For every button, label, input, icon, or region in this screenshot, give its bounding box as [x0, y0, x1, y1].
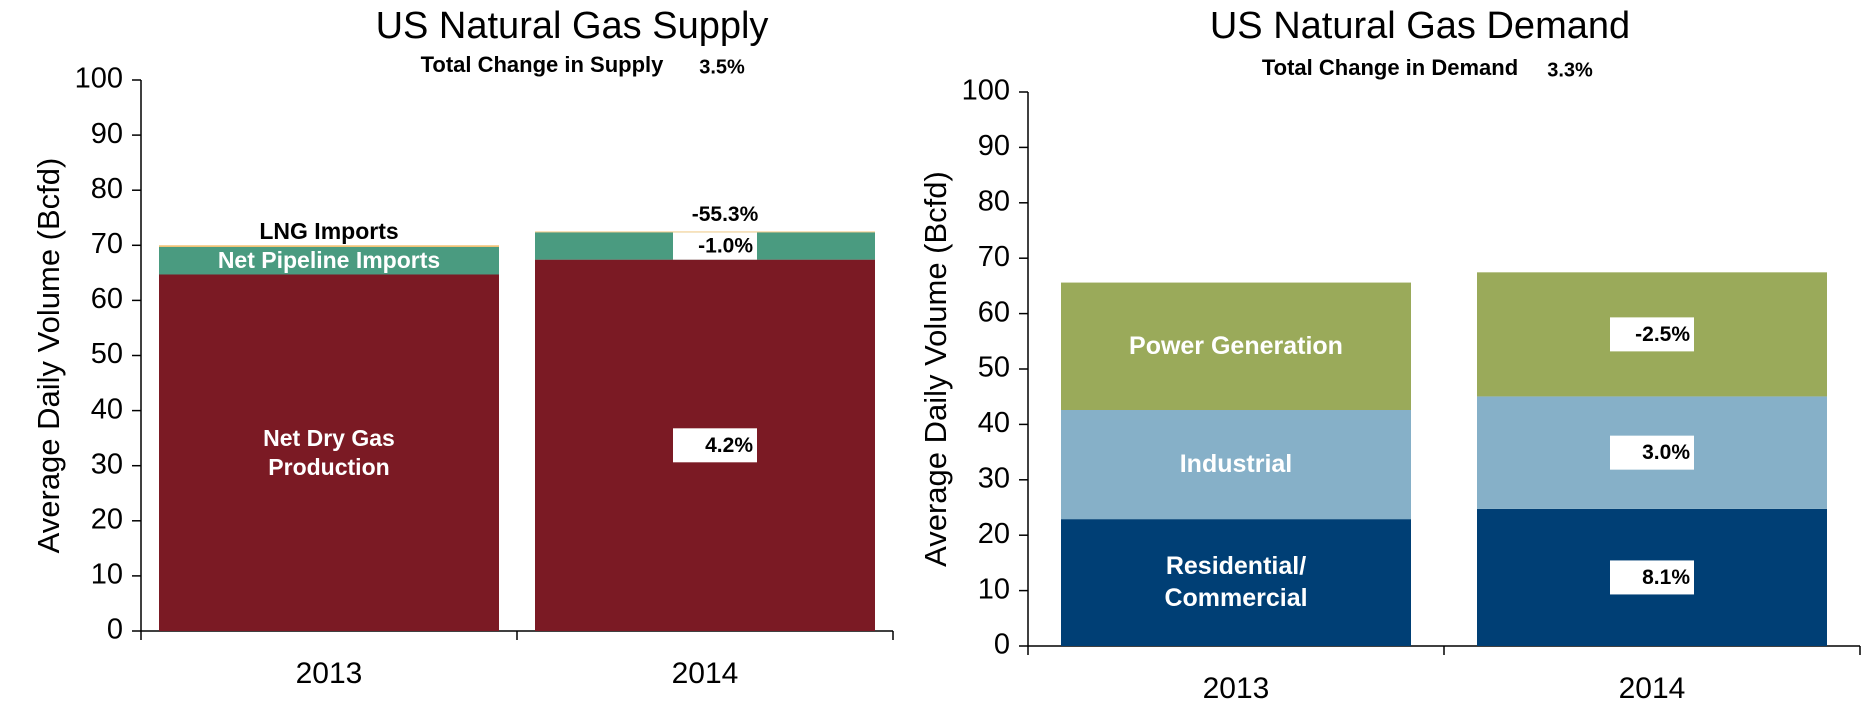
y-tick-label: 80	[91, 173, 123, 205]
bar-segment	[159, 246, 499, 275]
chart-subtitle: Total Change in Demand	[1262, 55, 1518, 80]
change-label-box	[1610, 560, 1694, 595]
total-change: 3.3%	[1547, 59, 1593, 81]
y-tick-label: 70	[978, 241, 1010, 273]
y-axis-label: Average Daily Volume (Bcfd)	[918, 171, 953, 567]
y-tick-label: 60	[91, 283, 123, 315]
y-tick-label: 30	[91, 448, 123, 480]
segment-label-box: Residential/ Commercial	[1164, 552, 1308, 612]
bar-segment	[1061, 282, 1411, 410]
y-tick-label: 50	[91, 338, 123, 370]
y-tick-label: 20	[978, 518, 1010, 550]
y-tick-label: 90	[978, 130, 1010, 162]
y-tick-label: 10	[978, 573, 1010, 605]
y-tick-label: 30	[978, 462, 1010, 494]
change-label-box	[673, 232, 757, 260]
chart-title: US Natural Gas Supply	[376, 5, 769, 47]
y-tick-label: 40	[91, 393, 123, 425]
y-tick-label: 100	[962, 75, 1010, 107]
x-tick-label: 2013	[296, 657, 363, 690]
y-tick-label: 70	[91, 228, 123, 260]
y-tick-label: 90	[91, 118, 123, 150]
y-tick-label: 60	[978, 296, 1010, 328]
segment-label-box: Power Generation	[1129, 331, 1343, 360]
change-label: -2.5%	[1635, 323, 1690, 346]
y-tick-label: 40	[978, 407, 1010, 439]
chart-title: US Natural Gas Demand	[1210, 5, 1630, 47]
x-tick-label: 2013	[1203, 672, 1270, 705]
segment-label-box: Industrial	[1179, 449, 1293, 478]
segment-label-box: Net Dry Gas Production	[263, 425, 395, 480]
change-label: 8.1%	[1642, 566, 1690, 589]
bar-segment	[535, 231, 875, 233]
y-tick-label: 20	[91, 503, 123, 535]
change-label: 3.0%	[1642, 441, 1690, 464]
segment-label: Power Generation	[1129, 331, 1343, 360]
segment-label-box: Net Pipeline Imports	[217, 247, 441, 274]
y-tick-label: 80	[978, 185, 1010, 217]
total-change: 3.5%	[699, 56, 745, 78]
y-tick-label: 100	[75, 63, 123, 95]
segment-label: Net Pipeline Imports	[217, 247, 441, 274]
y-tick-label: 0	[994, 629, 1010, 661]
change-label: 4.2%	[705, 434, 753, 457]
change-label-box	[1610, 435, 1694, 470]
segment-label: LNG Imports	[259, 217, 399, 244]
segment-label-box: LNG Imports	[259, 217, 399, 244]
y-axis-label: Average Daily Volume (Bcfd)	[31, 158, 66, 554]
segment-label: Net Dry Gas Production	[263, 425, 395, 480]
bar-segment	[159, 274, 499, 631]
x-tick-label: 2014	[672, 657, 739, 690]
bar-segment	[159, 245, 499, 247]
x-tick-label: 2014	[1619, 672, 1686, 705]
y-tick-label: 10	[91, 559, 123, 591]
change-label-box	[673, 428, 757, 463]
change-label-box	[1610, 317, 1694, 352]
chart-subtitle: Total Change in Supply	[421, 52, 665, 77]
bar-segment	[1061, 519, 1411, 646]
change-label: -55.3%	[692, 203, 759, 226]
change-label: -1.0%	[698, 235, 753, 258]
segment-label: Residential/ Commercial	[1164, 552, 1308, 612]
y-tick-label: 50	[978, 352, 1010, 384]
y-tick-label: 0	[107, 614, 123, 646]
segment-label: Industrial	[1179, 449, 1293, 478]
bar-segment	[1061, 409, 1411, 520]
